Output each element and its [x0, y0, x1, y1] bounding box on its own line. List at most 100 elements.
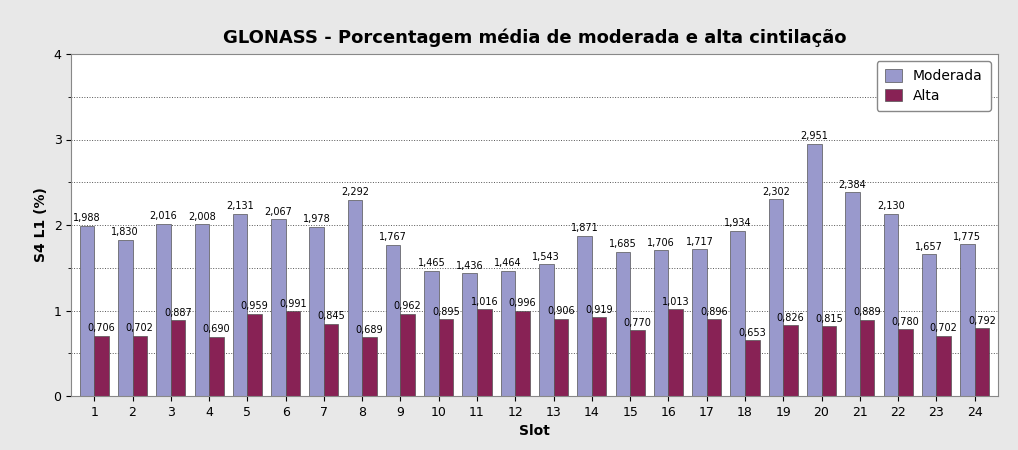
Text: 0,689: 0,689	[355, 324, 383, 334]
Text: 0,702: 0,702	[126, 324, 154, 333]
Text: 2,292: 2,292	[341, 188, 369, 198]
Bar	[822, 326, 836, 396]
Bar	[731, 231, 745, 396]
Bar	[501, 271, 515, 396]
Text: 1,934: 1,934	[724, 218, 751, 228]
Bar	[247, 314, 262, 396]
Text: 2,008: 2,008	[188, 212, 216, 222]
Bar	[654, 250, 669, 396]
Text: 0,826: 0,826	[777, 313, 804, 323]
Bar	[706, 320, 722, 396]
Bar	[79, 226, 95, 396]
Legend: Moderada, Alta: Moderada, Alta	[876, 61, 991, 111]
Text: 2,302: 2,302	[762, 187, 790, 197]
Bar	[540, 264, 554, 396]
Bar	[769, 199, 783, 396]
Bar	[439, 320, 453, 396]
Text: 0,959: 0,959	[240, 302, 269, 311]
Text: 0,919: 0,919	[585, 305, 613, 315]
Text: 1,464: 1,464	[494, 258, 522, 268]
Bar	[577, 236, 591, 396]
Text: 0,895: 0,895	[433, 307, 460, 317]
Bar	[515, 311, 529, 396]
Text: 0,706: 0,706	[88, 323, 115, 333]
Text: 0,770: 0,770	[623, 318, 652, 328]
Text: 1,543: 1,543	[532, 252, 560, 261]
Text: 0,962: 0,962	[394, 301, 421, 311]
Text: 0,889: 0,889	[853, 307, 881, 317]
Text: 0,896: 0,896	[700, 307, 728, 317]
Text: 1,016: 1,016	[470, 297, 498, 306]
Text: 1,465: 1,465	[417, 258, 445, 268]
Title: GLONASS - Porcentagem média de moderada e alta cintilação: GLONASS - Porcentagem média de moderada …	[223, 28, 846, 47]
Bar	[324, 324, 338, 396]
Text: 1,706: 1,706	[647, 238, 675, 248]
Bar	[286, 311, 300, 396]
Bar	[630, 330, 644, 396]
Bar	[922, 254, 937, 396]
Text: 2,016: 2,016	[150, 211, 177, 221]
Text: 2,067: 2,067	[265, 207, 292, 217]
Text: 0,845: 0,845	[318, 311, 345, 321]
X-axis label: Slot: Slot	[519, 424, 550, 438]
Bar	[554, 319, 568, 396]
Text: 1,657: 1,657	[915, 242, 943, 252]
Bar	[884, 214, 898, 396]
Bar	[616, 252, 630, 396]
Text: 1,717: 1,717	[685, 237, 714, 247]
Bar	[400, 314, 415, 396]
Bar	[898, 329, 913, 396]
Text: 0,653: 0,653	[738, 328, 767, 338]
Bar	[974, 328, 989, 396]
Text: 2,951: 2,951	[800, 131, 829, 141]
Text: 0,991: 0,991	[279, 299, 306, 309]
Bar	[477, 309, 492, 396]
Bar	[386, 245, 400, 396]
Text: 0,996: 0,996	[509, 298, 536, 308]
Bar	[937, 336, 951, 396]
Text: 1,436: 1,436	[456, 261, 484, 270]
Text: 2,131: 2,131	[226, 201, 253, 211]
Text: 0,792: 0,792	[968, 316, 996, 326]
Text: 1,013: 1,013	[662, 297, 689, 307]
Bar	[845, 192, 860, 396]
Bar	[347, 200, 362, 396]
Bar	[860, 320, 874, 396]
Text: 1,767: 1,767	[380, 232, 407, 243]
Text: 1,978: 1,978	[302, 214, 331, 224]
Text: 1,988: 1,988	[73, 213, 101, 224]
Bar	[271, 219, 286, 396]
Bar	[807, 144, 822, 396]
Bar	[462, 273, 477, 396]
Bar	[669, 310, 683, 396]
Text: 2,130: 2,130	[876, 201, 905, 212]
Bar	[309, 227, 324, 396]
Bar	[209, 337, 224, 396]
Bar	[692, 249, 706, 396]
Bar	[783, 325, 798, 396]
Bar	[591, 317, 607, 396]
Text: 0,906: 0,906	[547, 306, 575, 316]
Text: 1,830: 1,830	[111, 227, 139, 237]
Bar	[194, 224, 209, 396]
Bar	[960, 244, 974, 396]
Text: 0,780: 0,780	[892, 317, 919, 327]
Bar	[362, 337, 377, 396]
Text: 1,871: 1,871	[571, 224, 599, 234]
Bar	[745, 340, 759, 396]
Text: 1,775: 1,775	[954, 232, 981, 242]
Text: 2,384: 2,384	[839, 180, 866, 189]
Bar	[233, 214, 247, 396]
Bar	[171, 320, 185, 396]
Y-axis label: S4 L1 (%): S4 L1 (%)	[34, 188, 48, 262]
Bar	[118, 239, 132, 396]
Text: 1,685: 1,685	[609, 239, 636, 249]
Text: 0,690: 0,690	[203, 324, 230, 334]
Text: 0,815: 0,815	[815, 314, 843, 324]
Bar	[132, 336, 147, 396]
Bar	[156, 224, 171, 396]
Text: 0,702: 0,702	[929, 324, 958, 333]
Text: 0,887: 0,887	[164, 308, 192, 318]
Bar	[425, 271, 439, 396]
Bar	[95, 336, 109, 396]
